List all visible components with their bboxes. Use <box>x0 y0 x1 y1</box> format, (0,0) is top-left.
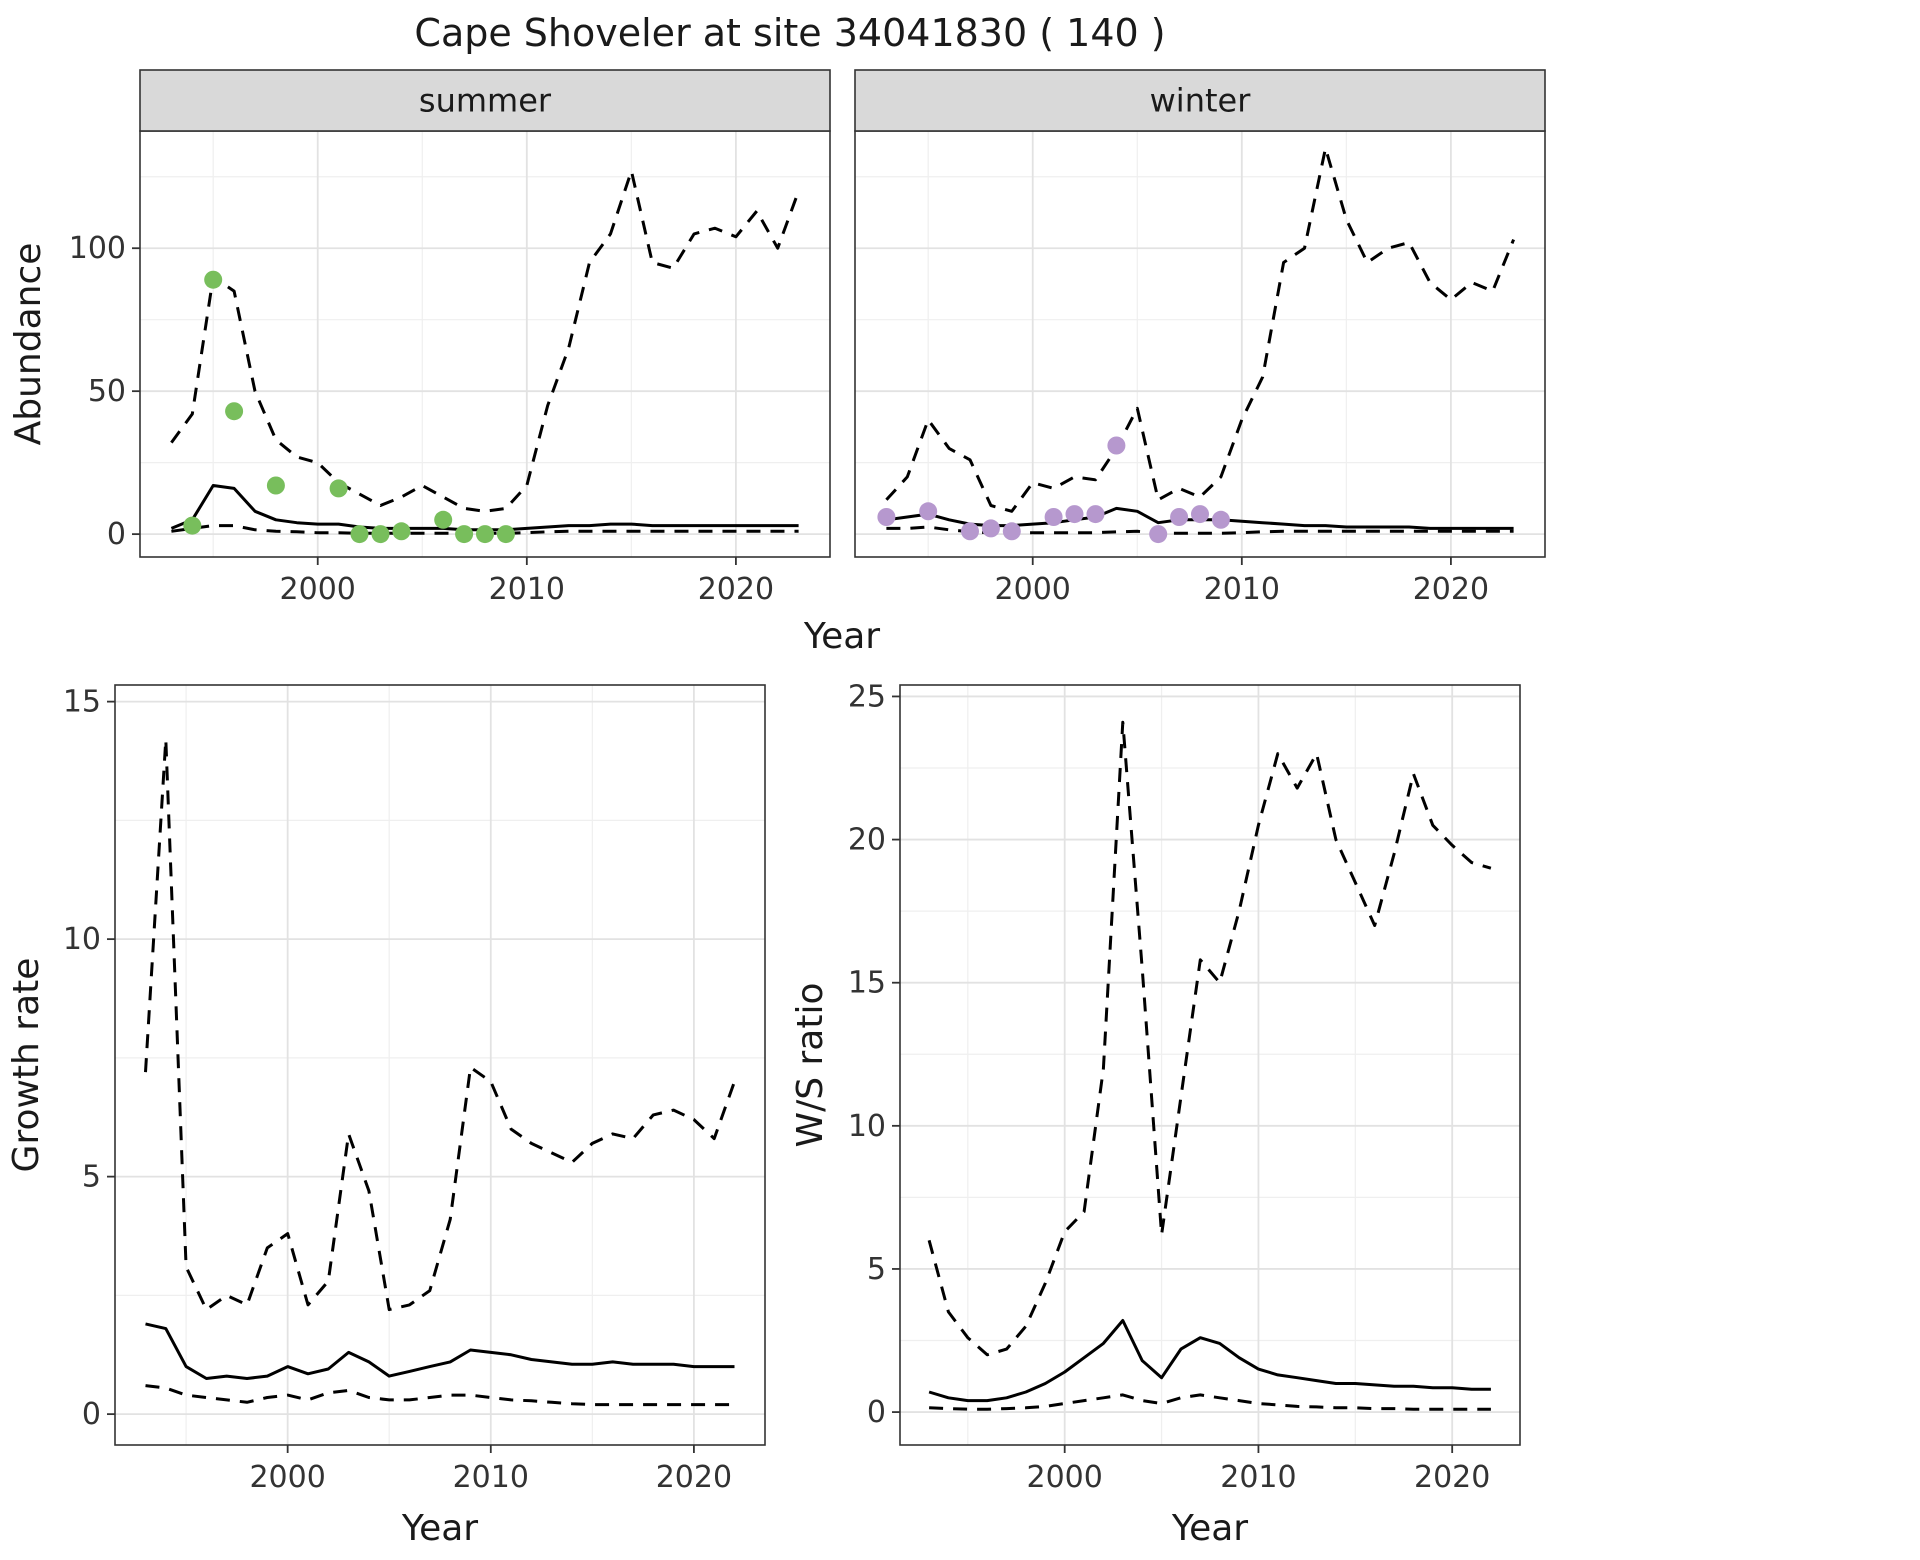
panel-abundance-summer: summer 2000 2010 2020 0 50 100 Abundance <box>8 69 831 607</box>
y-tick-label: 0 <box>867 1395 886 1430</box>
x-tick-label: 2020 <box>698 572 774 607</box>
y-tick-label: 15 <box>63 685 101 720</box>
point-observed-summer <box>434 510 453 529</box>
x-tick-label: 2000 <box>1027 1460 1103 1495</box>
x-tick-label: 2020 <box>1413 572 1489 607</box>
y-tick-label: 15 <box>848 966 886 1001</box>
facet-strip-winter <box>854 69 1546 132</box>
panel-growth-rate: 2000 2010 2020 0 5 10 15 Year Growth rate <box>6 684 766 1549</box>
facet-strip-label: summer <box>419 82 552 120</box>
y-tick-label: 5 <box>82 1160 101 1195</box>
series-upper-ci <box>144 738 736 1312</box>
y-tick-label: 5 <box>867 1252 886 1287</box>
series-estimate <box>928 1319 1491 1403</box>
shared-x-axis-title: Year <box>803 616 880 657</box>
point-observed-summer <box>329 479 348 498</box>
y-tick-label: 25 <box>848 679 886 714</box>
series-upper-ci <box>170 169 801 513</box>
point-observed-summer <box>204 270 223 289</box>
panel-abundance-winter: winter 2000 2010 2020 <box>854 69 1546 607</box>
panel-border <box>114 684 766 1446</box>
point-observed-winter <box>1170 508 1189 526</box>
x-axis-title: Year <box>1171 1508 1248 1549</box>
series-upper-ci <box>885 146 1515 513</box>
panel-border <box>899 684 1521 1446</box>
x-tick-label: 2020 <box>1414 1460 1490 1495</box>
y-tick-label: 10 <box>848 1109 886 1144</box>
facet-strip-label: winter <box>1150 82 1252 120</box>
y-axis-title: Abundance <box>8 243 49 446</box>
y-axis-title: Growth rate <box>6 958 47 1173</box>
series-lower-ci <box>145 1384 735 1407</box>
x-tick-label: 2000 <box>249 1460 325 1495</box>
x-tick-label: 2010 <box>1204 572 1280 607</box>
point-observed-winter <box>1002 522 1021 541</box>
y-tick-label: 10 <box>63 922 101 957</box>
point-observed-winter <box>1211 510 1230 529</box>
x-tick-label: 2010 <box>1220 1460 1296 1495</box>
point-observed-summer <box>225 402 244 421</box>
y-tick-label: 50 <box>88 374 126 409</box>
point-observed-winter <box>877 508 896 526</box>
x-tick-label: 2000 <box>995 572 1071 607</box>
point-observed-summer <box>476 525 494 544</box>
point-observed-winter <box>1044 508 1063 526</box>
x-axis-title: Year <box>401 1508 478 1549</box>
series-estimate <box>145 1322 735 1380</box>
y-tick-label: 0 <box>82 1397 101 1432</box>
point-observed-winter <box>919 502 938 521</box>
facet-strip-summer <box>139 69 831 132</box>
x-tick-label: 2000 <box>280 572 356 607</box>
series-upper-ci <box>927 720 1492 1357</box>
point-observed-winter <box>981 519 1000 538</box>
y-tick-label: 100 <box>69 231 126 266</box>
point-observed-summer <box>183 516 202 535</box>
point-observed-winter <box>1191 505 1209 524</box>
point-observed-summer <box>392 522 411 541</box>
figure-title: Cape Shoveler at site 34041830 ( 140 ) <box>414 11 1165 55</box>
panel-ws-ratio: 2000 2010 2020 0 5 10 15 20 25 Year W/S ratio <box>790 679 1521 1549</box>
point-observed-winter <box>1149 525 1168 544</box>
point-observed-winter <box>1065 505 1084 524</box>
point-observed-winter <box>1086 505 1105 524</box>
y-axis-title: W/S ratio <box>790 982 831 1147</box>
y-tick-label: 0 <box>107 517 126 552</box>
panel-background <box>140 131 830 557</box>
point-observed-winter <box>961 522 979 541</box>
point-observed-summer <box>496 525 515 544</box>
x-tick-label: 2020 <box>656 1460 732 1495</box>
panel-background <box>900 685 1520 1445</box>
panel-background <box>115 685 765 1445</box>
point-observed-summer <box>266 476 285 495</box>
point-observed-summer <box>455 525 474 544</box>
x-tick-label: 2010 <box>453 1460 529 1495</box>
y-tick-label: 20 <box>848 823 886 858</box>
panel-background <box>855 131 1545 557</box>
point-observed-summer <box>371 525 390 544</box>
x-tick-label: 2010 <box>489 572 565 607</box>
point-observed-summer <box>350 525 369 544</box>
point-observed-winter <box>1107 436 1126 455</box>
